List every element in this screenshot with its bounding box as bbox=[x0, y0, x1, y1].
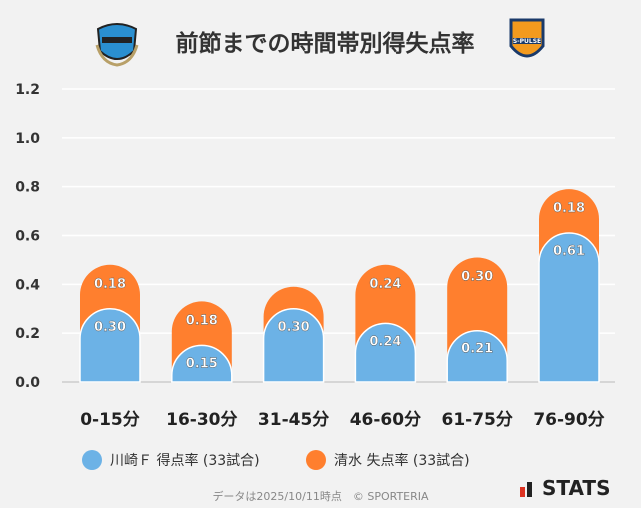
stats-logo-icon bbox=[520, 482, 532, 497]
bar-home bbox=[446, 330, 508, 383]
legend-label-home: 川崎Ｆ 得点率 (33試合) bbox=[110, 453, 260, 469]
y-tick-label: 1.0 bbox=[15, 131, 40, 147]
y-tick-label: 1.2 bbox=[15, 82, 40, 98]
data-label-home: 0.15 bbox=[186, 356, 218, 371]
stats-brand: STATS bbox=[520, 476, 610, 500]
legend-swatch-away bbox=[306, 450, 326, 470]
bar-home bbox=[79, 308, 141, 383]
legend-item-home: 川崎Ｆ 得点率 (33試合) bbox=[82, 450, 260, 470]
x-tick-label: 76-90分 bbox=[533, 410, 604, 430]
data-label-away: 0.24 bbox=[369, 277, 401, 292]
bar-home bbox=[171, 344, 233, 383]
data-label-away: 0.18 bbox=[186, 313, 218, 328]
y-tick-label: 0.8 bbox=[15, 180, 40, 196]
legend-swatch-home bbox=[82, 450, 102, 470]
data-label-away: 0.18 bbox=[553, 201, 585, 216]
legend-label-away: 清水 失点率 (33試合) bbox=[334, 453, 470, 469]
svg-text:S-PULSE: S-PULSE bbox=[513, 38, 541, 45]
x-tick-label: 46-60分 bbox=[350, 410, 421, 430]
y-tick-label: 0.6 bbox=[15, 229, 40, 245]
data-label-home: 0.21 bbox=[461, 342, 493, 357]
bar-home bbox=[262, 308, 325, 383]
bar-home bbox=[538, 232, 600, 383]
stats-brand-text: STATS bbox=[542, 476, 611, 500]
data-label-away: 0.30 bbox=[461, 269, 493, 284]
y-tick-label: 0.0 bbox=[15, 375, 40, 391]
x-tick-label: 16-30分 bbox=[166, 410, 237, 430]
kawasaki-logo bbox=[94, 15, 140, 71]
legend-item-away: 清水 失点率 (33試合) bbox=[306, 450, 470, 470]
footer-note: データは2025/10/11時点 © SPORTERIA bbox=[212, 490, 429, 503]
data-label-home: 0.30 bbox=[278, 320, 310, 335]
shimizu-logo: S-PULSE bbox=[507, 16, 547, 72]
data-label-away: 0.18 bbox=[94, 277, 126, 292]
bar-home bbox=[354, 322, 417, 383]
x-tick-label: 0-15分 bbox=[80, 410, 140, 430]
x-tick-label: 31-45分 bbox=[258, 410, 329, 430]
data-label-home: 0.30 bbox=[94, 320, 126, 335]
data-label-home: 0.24 bbox=[369, 334, 401, 349]
chart-title: 前節までの時間帯別得失点率 bbox=[175, 31, 475, 57]
x-tick-label: 61-75分 bbox=[442, 410, 513, 430]
y-tick-label: 0.2 bbox=[15, 326, 40, 342]
y-tick-label: 0.4 bbox=[15, 277, 40, 293]
data-label-home: 0.61 bbox=[553, 244, 585, 259]
